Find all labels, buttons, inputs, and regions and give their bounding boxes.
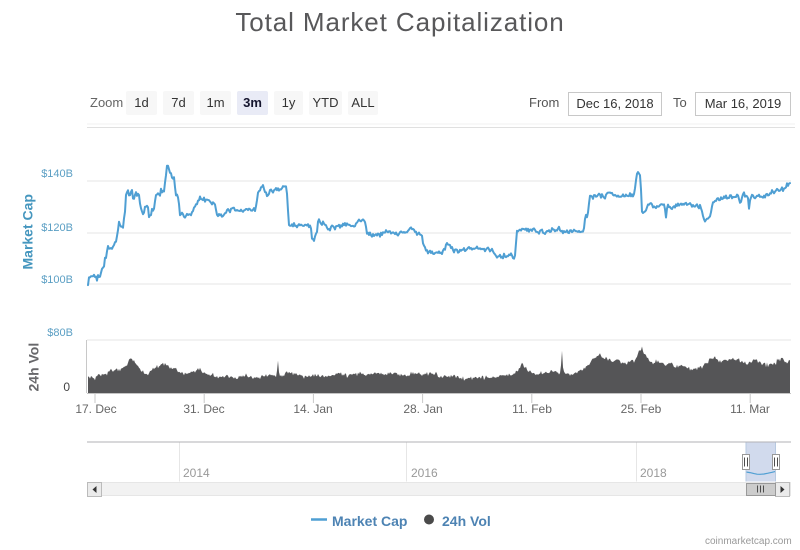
svg-text:24h Vol: 24h Vol [26,343,42,392]
svg-text:Market Cap: Market Cap [20,194,36,269]
